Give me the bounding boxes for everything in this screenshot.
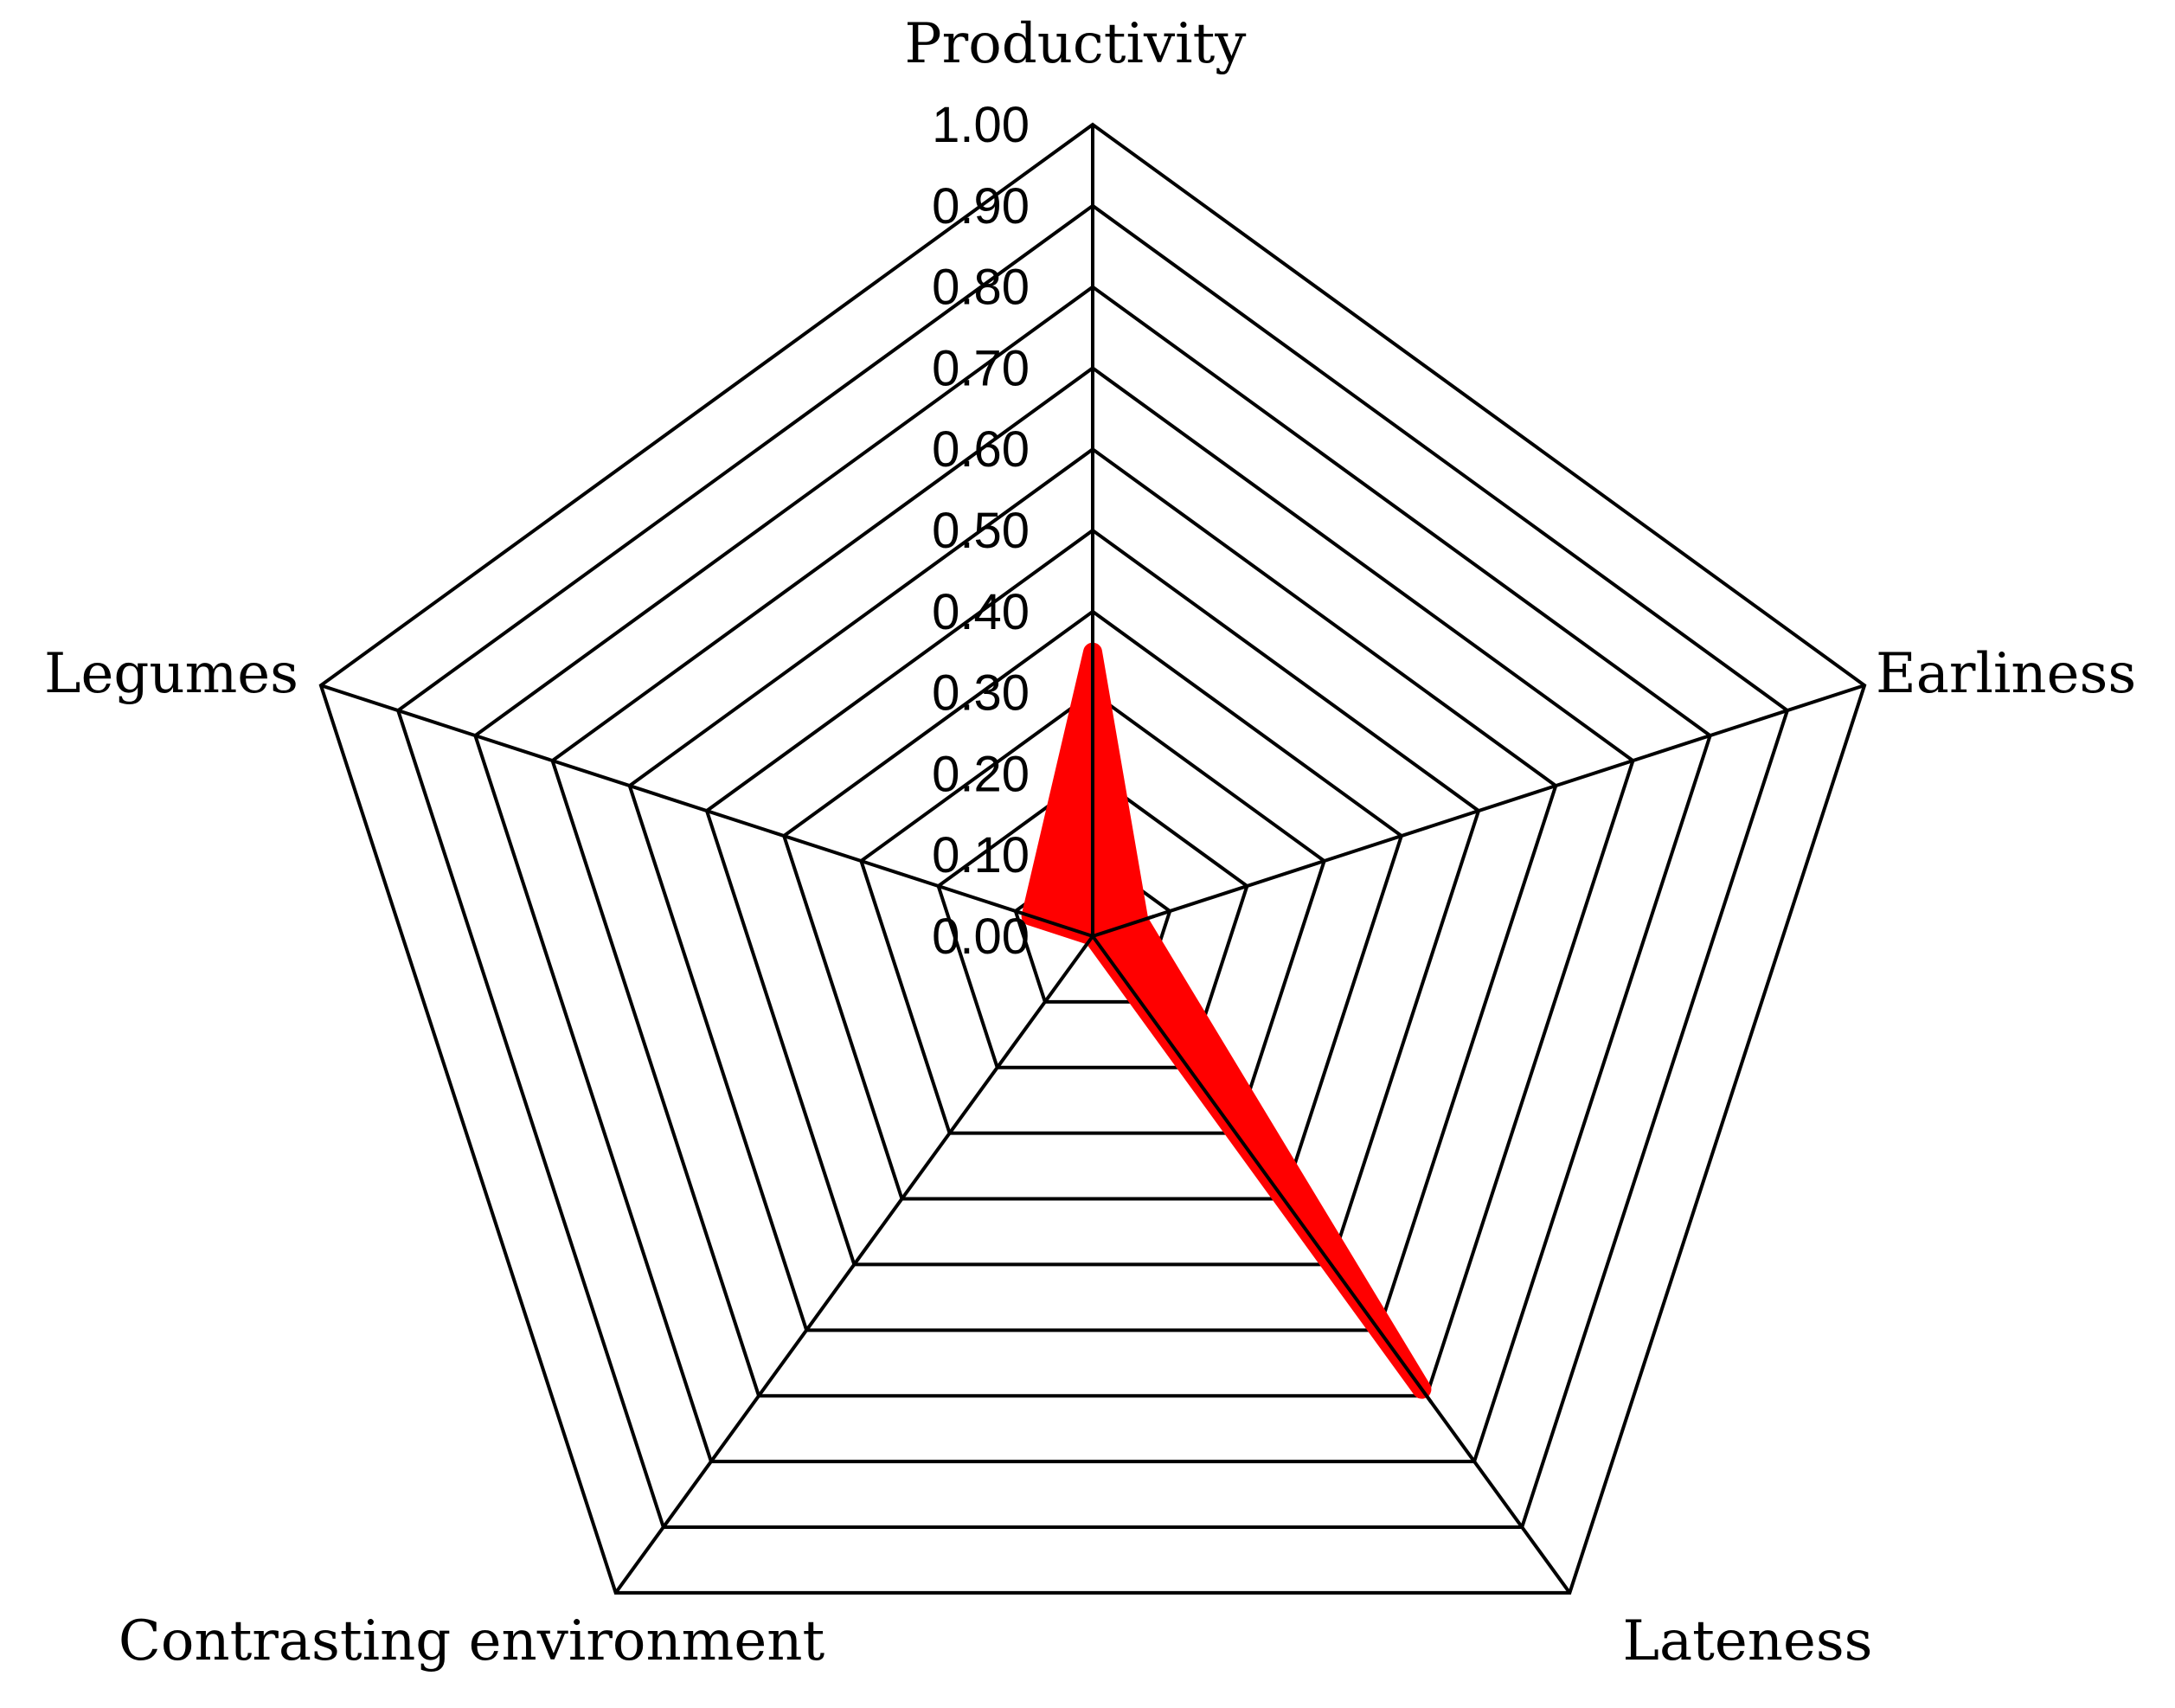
category-label-earliness: Earliness — [1876, 642, 2136, 706]
axis-spoke — [1092, 684, 1865, 938]
tick-label: 0.60 — [932, 421, 1030, 478]
tick-label: 0.50 — [932, 503, 1030, 559]
grid-ring — [395, 203, 1790, 1529]
category-label-legumes: Legumes — [44, 642, 298, 706]
radial-tick-labels: 0.00 0.10 0.20 0.30 0.40 0.50 0.60 0.70 0.80 0.90… — [932, 97, 1030, 965]
grid-ring — [781, 609, 1404, 1201]
grid-ring — [936, 771, 1249, 1069]
tick-label: 1.00 — [932, 97, 1030, 153]
category-labels: Productivity Earliness Lateness Contrasting… — [44, 12, 2136, 1673]
axis-spoke-overlay — [1092, 914, 1155, 938]
tick-label: 0.00 — [932, 909, 1030, 965]
series-area — [1021, 642, 1432, 1399]
axis-spoke — [614, 934, 1094, 1595]
grid-ring — [859, 690, 1326, 1135]
axis-spoke-overlay — [1081, 934, 1094, 951]
axis-spoke-overlay — [1015, 909, 1094, 938]
grid-ring — [318, 122, 1867, 1595]
axis-spoke-overlay — [1091, 934, 1434, 1403]
category-label-productivity: Productivity — [905, 12, 1247, 76]
tick-label: 0.70 — [932, 340, 1030, 396]
grid-ring — [472, 285, 1713, 1464]
category-label-contrasting-environment: Contrasting environment — [119, 1609, 825, 1673]
grid-ring — [627, 446, 1558, 1332]
tick-label: 0.40 — [932, 584, 1030, 640]
tick-label: 0.10 — [932, 827, 1030, 883]
grid-ring — [550, 365, 1635, 1398]
tick-label: 0.30 — [932, 665, 1030, 722]
tick-label: 0.90 — [932, 178, 1030, 234]
category-label-lateness: Lateness — [1622, 1609, 1872, 1673]
tick-label: 0.80 — [932, 260, 1030, 316]
tick-label: 0.20 — [932, 746, 1030, 802]
radar-series — [1015, 635, 1434, 1403]
grid-ring — [704, 528, 1481, 1267]
radar-grid — [318, 122, 1867, 1595]
axis-spoke — [320, 684, 1094, 938]
